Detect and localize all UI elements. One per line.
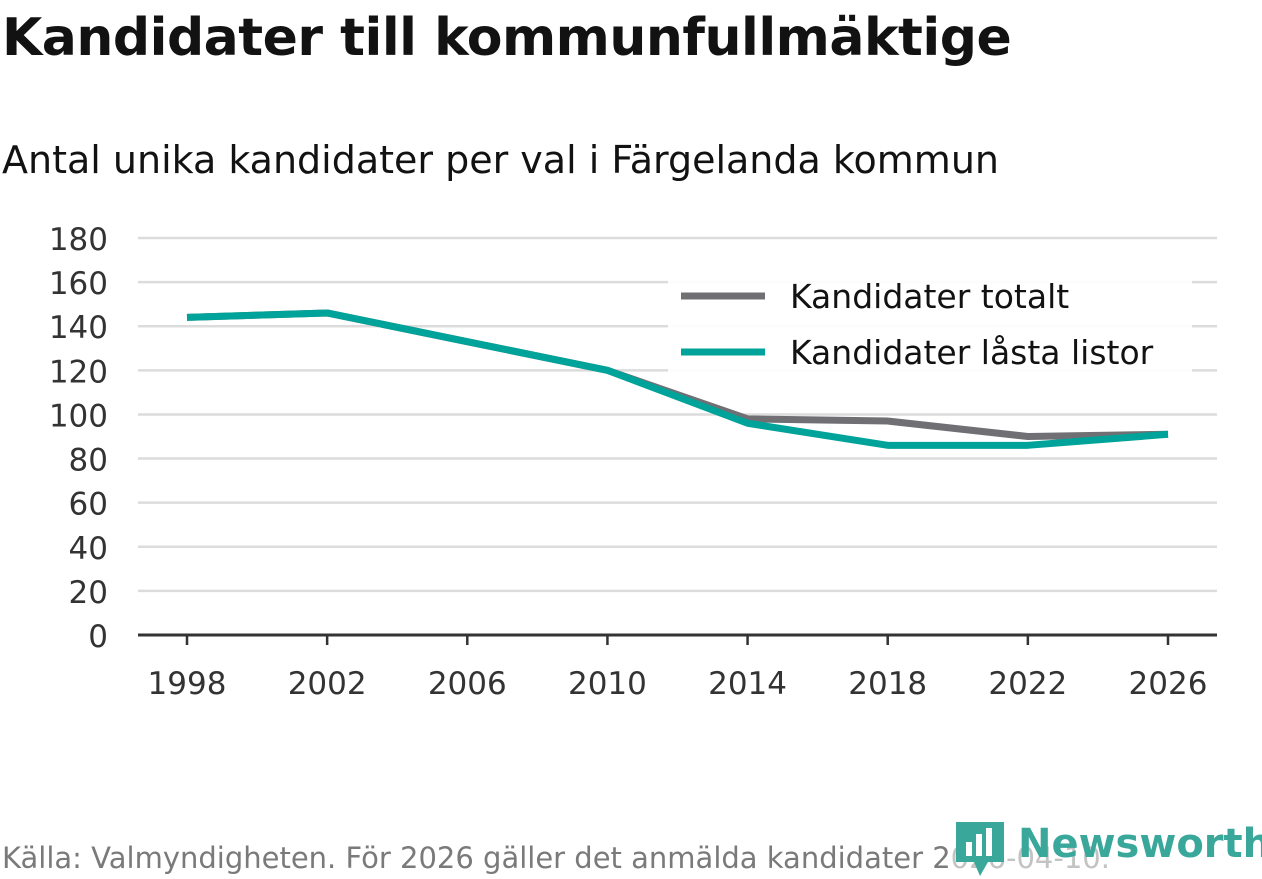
x-axis: 1998 2002 2006 2010 2014 2018 2022 2026 <box>138 633 1217 702</box>
legend-label: Kandidater totalt <box>790 277 1069 316</box>
y-tick-label: 0 <box>88 619 108 655</box>
y-tick-label: 180 <box>49 222 108 258</box>
x-tick-label: 2014 <box>708 666 787 702</box>
chart-title: Kandidater till kommunfullmäktige <box>2 8 1012 68</box>
brand-name: Newsworthy <box>1018 821 1262 867</box>
x-tick-label: 2026 <box>1129 666 1208 702</box>
x-tick-label: 2022 <box>988 666 1067 702</box>
y-tick-label: 20 <box>69 575 108 611</box>
y-tick-label: 160 <box>49 266 108 302</box>
source-note: Källa: Valmyndigheten. För 2026 gäller d… <box>2 841 1110 875</box>
y-tick-label: 40 <box>69 531 108 567</box>
newsworthy-logo-icon <box>956 822 1004 876</box>
y-axis-tick-labels: 0 20 40 60 80 100 120 140 160 180 <box>49 222 108 655</box>
y-tick-label: 100 <box>49 398 108 434</box>
x-tick-label: 2002 <box>288 666 367 702</box>
chart-subtitle: Antal unika kandidater per val i Färgela… <box>2 138 999 182</box>
series-lines <box>186 309 1169 449</box>
y-tick-label: 120 <box>49 354 108 390</box>
legend-label: Kandidater låsta listor <box>790 333 1154 372</box>
brand-logo: Newsworthy <box>952 818 1262 878</box>
x-tick-label: 2010 <box>568 666 647 702</box>
x-tick-label: 2006 <box>428 666 507 702</box>
y-tick-label: 60 <box>69 487 108 523</box>
y-tick-label: 140 <box>49 310 108 346</box>
x-tick-label: 1998 <box>148 666 227 702</box>
series-line-2 <box>186 309 1169 449</box>
legend: Kandidater totalt Kandidater låsta listor <box>668 268 1192 372</box>
x-tick-label: 2018 <box>848 666 927 702</box>
y-tick-label: 80 <box>69 443 108 479</box>
